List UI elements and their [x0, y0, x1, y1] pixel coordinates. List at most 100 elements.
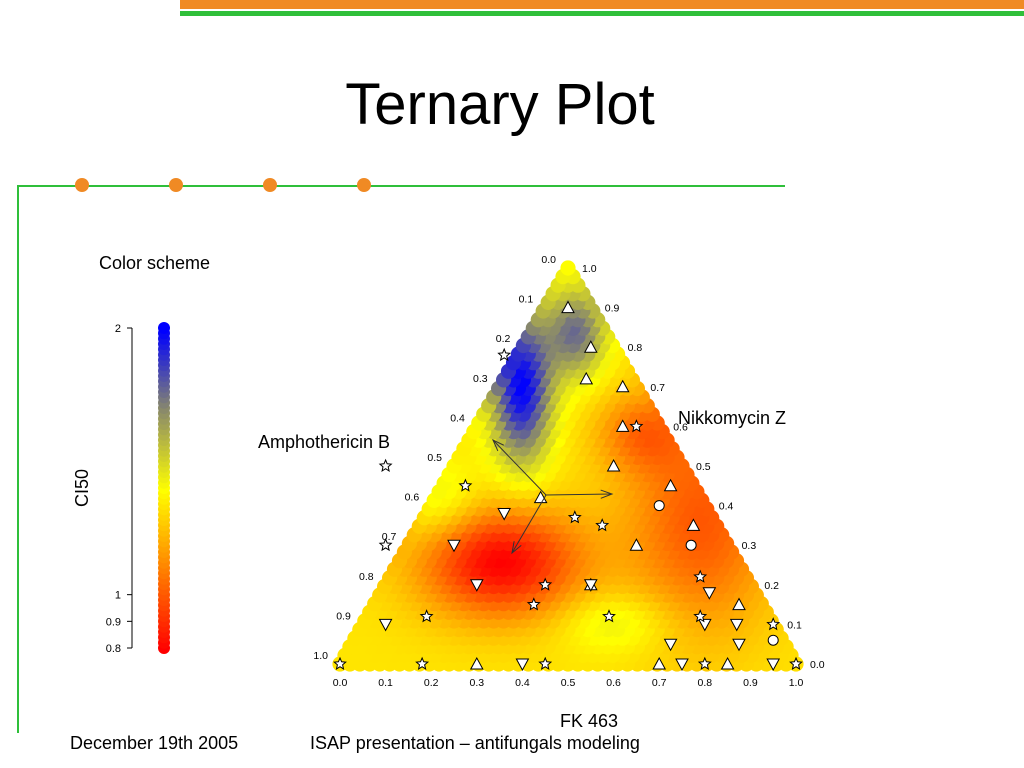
marker-triangle-down — [766, 658, 781, 672]
left-tick-label: 0.4 — [450, 412, 465, 424]
colorbar-tick-label: 0.9 — [106, 616, 121, 628]
marker-star — [419, 609, 434, 623]
marker-triangle-down — [378, 618, 393, 632]
left-tick-label: 0.5 — [427, 452, 442, 464]
right-tick-label: 0.4 — [719, 501, 734, 513]
label-fk463: FK 463 — [560, 711, 619, 731]
left-tick-label: 0.2 — [496, 333, 511, 345]
marker-triangle-down — [675, 658, 689, 672]
right-tick-label: 0.8 — [628, 342, 643, 354]
left-vertical-line — [17, 185, 19, 733]
label-amphothericin-b: Amphothericin B — [258, 432, 391, 452]
marker-triangle-up — [615, 379, 630, 393]
bottom-tick-label: 0.1 — [378, 677, 393, 689]
marker-triangle-down — [469, 579, 484, 592]
colorbar-tick-label: 0.8 — [106, 643, 121, 655]
colorbar-tick-label: 2 — [115, 323, 121, 335]
marker-triangle-down — [732, 638, 746, 652]
marker-triangle-up — [579, 371, 594, 385]
surface-dot — [560, 260, 576, 276]
marker-circle — [653, 500, 665, 512]
marker-triangle-up — [732, 597, 746, 611]
marker-triangle-up — [606, 458, 621, 472]
left-tick-label: 0.3 — [473, 373, 488, 385]
separator-dot — [75, 178, 89, 192]
top-green-bar — [180, 11, 1024, 16]
marker-triangle-up — [629, 538, 644, 551]
right-tick-label: 1.0 — [582, 263, 597, 275]
top-orange-bar — [180, 0, 1024, 9]
marker-star — [697, 656, 712, 670]
separator-dot — [263, 178, 277, 192]
label-nikkomycin-z: Nikkomycin Z — [678, 408, 787, 428]
arrow-head — [600, 489, 614, 499]
marker-star — [458, 478, 473, 492]
colorbar-tick-label: 1 — [115, 590, 121, 602]
bottom-tick-label: 1.0 — [789, 677, 804, 689]
marker-triangle-up — [652, 656, 667, 670]
marker-triangle-up — [561, 300, 575, 314]
marker-triangle-down — [447, 539, 461, 553]
marker-star — [629, 419, 644, 433]
marker-star — [789, 656, 803, 670]
bottom-tick-label: 0.9 — [743, 677, 758, 689]
marker-circle — [685, 539, 697, 551]
marker-triangle-down — [515, 658, 530, 672]
marker-star — [595, 518, 610, 532]
right-tick-label: 0.1 — [787, 619, 802, 631]
footer-date: December 19th 2005 — [70, 733, 239, 753]
right-tick-label: 0.7 — [650, 382, 665, 394]
bottom-tick-label: 0.7 — [652, 677, 667, 689]
left-tick-label: 0.8 — [359, 571, 374, 583]
colorbar-label: CI50 — [72, 469, 92, 507]
marker-triangle-up — [720, 656, 735, 670]
separator-line — [17, 185, 785, 187]
axis-arrow — [492, 439, 547, 496]
left-tick-label: 0.0 — [541, 254, 556, 266]
left-tick-label: 0.7 — [382, 531, 397, 543]
marker-star — [538, 656, 553, 670]
bottom-tick-label: 0.6 — [606, 677, 621, 689]
left-tick-label: 1.0 — [313, 650, 328, 662]
bottom-tick-label: 0.2 — [424, 677, 439, 689]
left-tick-label: 0.6 — [405, 492, 420, 504]
marker-star — [538, 577, 553, 591]
bottom-tick-label: 0.3 — [469, 677, 484, 689]
marker-triangle-up — [615, 419, 630, 432]
bottom-tick-label: 0.0 — [333, 677, 348, 689]
marker-star — [415, 656, 430, 670]
marker-triangle-down — [729, 618, 744, 632]
marker-triangle-up — [469, 656, 484, 670]
marker-star — [766, 617, 781, 631]
marker-star — [333, 656, 347, 670]
right-tick-label: 0.2 — [764, 580, 779, 592]
left-tick-label: 0.9 — [336, 610, 351, 622]
separator-dot — [169, 178, 183, 192]
bottom-tick-label: 0.8 — [697, 677, 712, 689]
separator-dot — [357, 178, 371, 192]
bottom-tick-label: 0.4 — [515, 677, 530, 689]
right-tick-label: 0.5 — [696, 461, 711, 473]
right-tick-label: 0.6 — [673, 421, 688, 433]
bottom-tick-label: 0.5 — [561, 677, 576, 689]
color-scheme-label: Color scheme — [99, 253, 211, 273]
axis-arrow — [545, 493, 613, 496]
page-title: Ternary Plot — [345, 72, 655, 137]
marker-triangle-down — [697, 618, 712, 632]
marker-triangle-down — [583, 579, 598, 592]
marker-triangle-up — [663, 478, 678, 492]
axis-arrow — [511, 494, 547, 554]
marker-triangle-down — [702, 587, 717, 600]
marker-triangle-up — [686, 518, 701, 531]
footer-text: ISAP presentation – antifungals modeling — [310, 733, 640, 753]
marker-star — [693, 569, 708, 583]
right-tick-label: 0.9 — [605, 303, 620, 315]
right-tick-label: 0.3 — [742, 540, 757, 552]
arrow-head — [511, 541, 522, 555]
colorbar-swatch — [158, 322, 170, 334]
right-tick-label: 0.0 — [810, 659, 825, 671]
marker-star — [526, 597, 541, 611]
marker-star — [567, 510, 582, 524]
marker-star — [497, 347, 512, 362]
marker-star — [378, 537, 393, 552]
